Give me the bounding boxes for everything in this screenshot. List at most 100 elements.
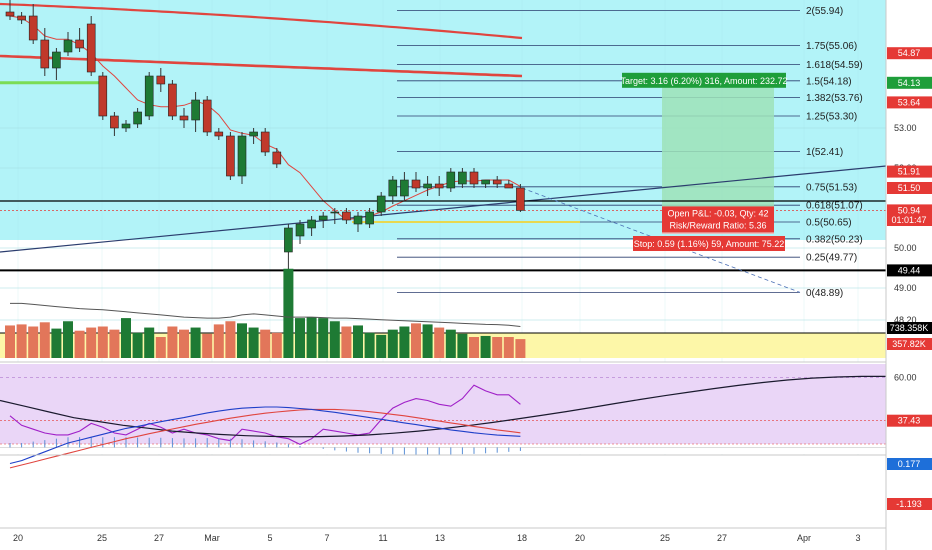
price-badge-label: 53.64 bbox=[898, 97, 921, 107]
volume-bar bbox=[341, 326, 352, 358]
volume bbox=[0, 268, 886, 358]
candle-body[interactable] bbox=[191, 99, 200, 121]
candle-body[interactable] bbox=[226, 135, 235, 177]
candle-body[interactable] bbox=[469, 171, 479, 185]
candle-body[interactable] bbox=[5, 11, 15, 17]
price-pane[interactable]: 2(55.94) 1.75(55.06) 1.618(54.59) 1.5(54.18… bbox=[0, 0, 887, 528]
candle-body[interactable] bbox=[330, 211, 340, 214]
candles[interactable] bbox=[5, 0, 525, 292]
fib-level-label: 1.382(53.76) bbox=[806, 93, 863, 104]
candle-body[interactable] bbox=[318, 215, 328, 221]
candle-body[interactable] bbox=[75, 39, 84, 49]
macd-pane[interactable] bbox=[0, 406, 886, 528]
candle-body[interactable] bbox=[156, 75, 166, 85]
volume-badge-label: 738.358K bbox=[890, 323, 929, 333]
candle-body[interactable] bbox=[237, 135, 247, 177]
candle-body[interactable] bbox=[342, 211, 351, 221]
candle-body[interactable] bbox=[481, 179, 490, 185]
macd-line bbox=[9, 406, 521, 465]
volume-bar bbox=[86, 327, 97, 358]
time-tick-label: 20 bbox=[13, 533, 23, 543]
time-tick-label: 7 bbox=[324, 533, 329, 543]
fib-level-label: 0.5(50.65) bbox=[806, 218, 852, 229]
candle-body[interactable] bbox=[434, 183, 444, 189]
volume-bar bbox=[237, 323, 247, 358]
volume-bar bbox=[121, 318, 131, 358]
price-axis[interactable]: 53.0052.0050.0049.0048.2047.6054.8754.13… bbox=[885, 0, 932, 550]
volume-bar bbox=[364, 332, 375, 358]
slow-moving-average-line bbox=[0, 2, 523, 40]
time-tick-label: 27 bbox=[717, 533, 727, 543]
volume-bar bbox=[295, 318, 305, 358]
price-badge bbox=[887, 214, 932, 226]
candle-body[interactable] bbox=[144, 75, 154, 117]
candle-body[interactable] bbox=[446, 171, 456, 189]
candle-body[interactable] bbox=[28, 15, 38, 41]
candle-body[interactable] bbox=[353, 215, 363, 225]
time-axis[interactable]: 20 25 27 Mar 5 7 11 13 18 20 25 27 Apr 3 bbox=[0, 527, 932, 550]
candle-body[interactable] bbox=[52, 51, 61, 69]
candle-body[interactable] bbox=[492, 179, 502, 185]
volume-bar bbox=[132, 332, 143, 358]
candle-body[interactable] bbox=[400, 179, 409, 197]
volume-badge bbox=[887, 322, 932, 334]
candle-body[interactable] bbox=[260, 131, 270, 153]
candle-body[interactable] bbox=[307, 219, 316, 229]
volume-bar bbox=[492, 337, 503, 358]
candle-body[interactable] bbox=[504, 183, 514, 189]
candle-body[interactable] bbox=[133, 111, 142, 125]
volume-bar bbox=[411, 323, 421, 358]
candle-body[interactable] bbox=[98, 75, 108, 117]
candle-body[interactable] bbox=[376, 195, 386, 213]
volume-bar bbox=[97, 326, 108, 358]
candle-body[interactable] bbox=[365, 211, 374, 225]
candle-body[interactable] bbox=[284, 227, 293, 253]
candle-body[interactable] bbox=[168, 83, 177, 117]
candle-body[interactable] bbox=[516, 187, 525, 211]
fib-level-label: 0(48.89) bbox=[806, 288, 843, 299]
rising-trendline[interactable] bbox=[0, 165, 887, 253]
rsi-line bbox=[9, 384, 521, 446]
candle-body[interactable] bbox=[249, 131, 258, 137]
candle-body[interactable] bbox=[86, 23, 96, 73]
candle-body[interactable] bbox=[295, 223, 305, 237]
fib-level-label: 0.75(51.53) bbox=[806, 182, 857, 193]
time-tick-label: Mar bbox=[204, 533, 220, 543]
volume-bar bbox=[515, 339, 526, 358]
rsi-pane[interactable] bbox=[0, 362, 886, 454]
candle-body[interactable] bbox=[214, 131, 224, 137]
candle-body[interactable] bbox=[40, 39, 50, 69]
stop-label: Stop: 0.59 (1.16%) 59, Amount: 75.22 bbox=[634, 239, 785, 249]
candle-body[interactable] bbox=[272, 151, 282, 165]
candle-body[interactable] bbox=[388, 179, 398, 197]
volume-badge-label: 357.82K bbox=[892, 339, 926, 349]
volume-bar bbox=[283, 268, 294, 358]
candle-body[interactable] bbox=[17, 15, 26, 21]
time-axis-background bbox=[0, 528, 932, 550]
candle-body[interactable] bbox=[458, 171, 467, 185]
volume-bar bbox=[329, 321, 340, 358]
time-tick-label: 27 bbox=[154, 533, 164, 543]
position-labels[interactable]: Target: 3.16 (6.20%) 316, Amount: 232.72… bbox=[620, 72, 788, 251]
price-tick-label: 49.00 bbox=[894, 283, 917, 293]
candle-body[interactable] bbox=[110, 115, 119, 129]
price-badge bbox=[887, 76, 932, 89]
time-tick-label: 5 bbox=[267, 533, 272, 543]
price-badge bbox=[887, 165, 932, 178]
risk-reward-label: Risk/Reward Ratio: 5.36 bbox=[669, 220, 766, 230]
volume-bar bbox=[63, 321, 73, 358]
price-badge-label: 54.87 bbox=[898, 48, 921, 58]
candle-body[interactable] bbox=[202, 99, 212, 133]
fib-level-label: 1(52.41) bbox=[806, 147, 843, 158]
rsi-tick-label: 60.00 bbox=[894, 373, 917, 383]
target-zone[interactable] bbox=[662, 82, 774, 211]
time-tick-label: 18 bbox=[517, 533, 527, 543]
trendlines[interactable] bbox=[0, 165, 887, 293]
candle-body[interactable] bbox=[411, 179, 421, 189]
candle-body[interactable] bbox=[121, 123, 131, 129]
candle-body[interactable] bbox=[423, 183, 432, 189]
candle-body[interactable] bbox=[63, 39, 73, 53]
volume-bar bbox=[16, 324, 27, 358]
candle-body[interactable] bbox=[179, 115, 189, 121]
